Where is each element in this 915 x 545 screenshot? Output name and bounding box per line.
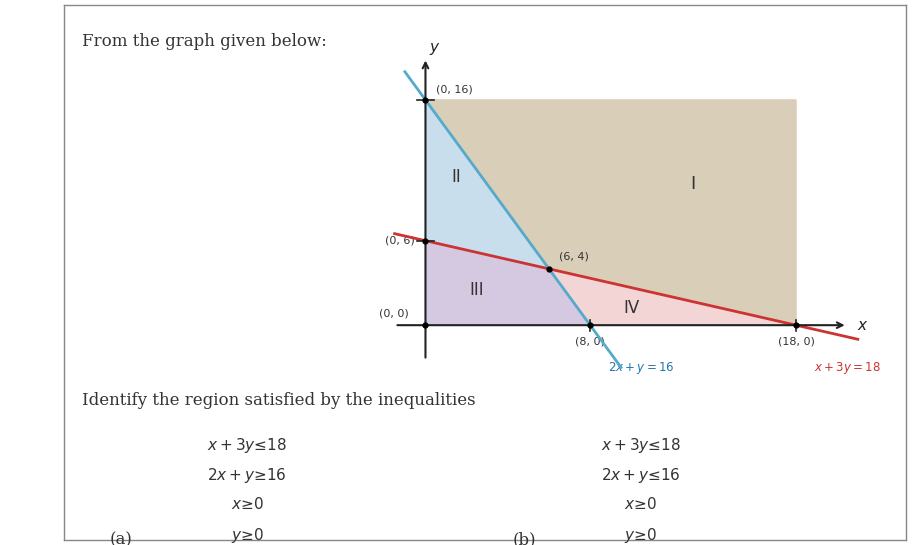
- Text: (0, 0): (0, 0): [379, 308, 409, 318]
- Polygon shape: [425, 100, 796, 325]
- Text: (8, 0): (8, 0): [576, 336, 605, 347]
- Text: $x + 3y = 18$: $x + 3y = 18$: [814, 360, 881, 377]
- Polygon shape: [549, 269, 796, 325]
- Text: y: y: [429, 40, 438, 55]
- Text: III: III: [469, 281, 484, 299]
- Text: I: I: [691, 175, 695, 193]
- Text: $x + 3y ≤ 18$: $x + 3y ≤ 18$: [600, 436, 681, 455]
- Text: (0, 16): (0, 16): [436, 84, 472, 94]
- Text: $x ≥  0$: $x ≥ 0$: [231, 496, 264, 512]
- Text: Identify the region satisfied by the inequalities: Identify the region satisfied by the ine…: [82, 392, 476, 409]
- Text: (6, 4): (6, 4): [559, 252, 589, 262]
- Text: $2x + y = 16$: $2x + y = 16$: [608, 360, 675, 377]
- Text: $x + 3y ≤ 18$: $x + 3y ≤ 18$: [207, 436, 287, 455]
- Polygon shape: [425, 100, 549, 269]
- Text: (b): (b): [512, 531, 536, 545]
- Text: $y ≥ 0$: $y ≥ 0$: [624, 526, 657, 545]
- Text: II: II: [451, 168, 461, 186]
- Text: x: x: [858, 318, 867, 332]
- Text: $2x + y ≤ 16$: $2x + y ≤ 16$: [600, 466, 681, 485]
- Text: $y ≥  0$: $y ≥ 0$: [231, 526, 264, 545]
- Text: (a): (a): [110, 531, 133, 545]
- Text: (18, 0): (18, 0): [778, 336, 814, 347]
- Text: From the graph given below:: From the graph given below:: [82, 33, 328, 50]
- Text: $x ≥ 0$: $x ≥ 0$: [624, 496, 657, 512]
- Text: IV: IV: [623, 299, 640, 317]
- Text: (0, 6): (0, 6): [385, 235, 415, 246]
- Polygon shape: [425, 241, 590, 325]
- Text: $2x + y ≥ 16$: $2x + y ≥ 16$: [207, 466, 287, 485]
